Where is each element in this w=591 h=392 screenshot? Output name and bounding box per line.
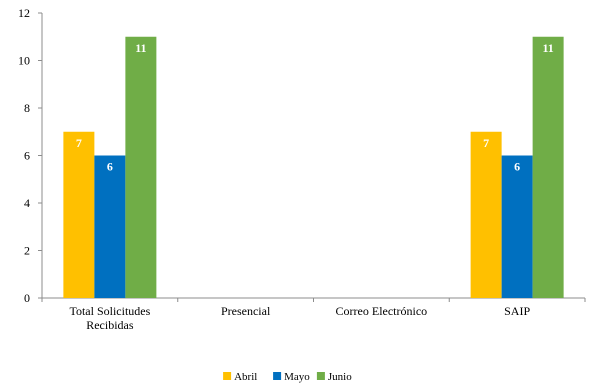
data-label: 7 [76,136,82,150]
bar-mayo [94,155,126,298]
y-tick-label: 0 [24,291,30,305]
data-label: 7 [483,136,489,150]
legend-swatch-mayo [273,372,282,380]
y-tick-label: 8 [24,101,30,115]
y-tick-label: 2 [24,244,30,258]
x-category-label: Total Solicitudes Recibidas [69,304,150,332]
chart-bars [63,36,564,298]
chart-legend: Abril Mayo Junio [223,371,352,383]
legend-label: Mayo [284,371,310,383]
bar-junio [125,36,157,298]
bar-abril [63,131,95,298]
legend-label: Junio [328,371,352,383]
y-tick-label: 6 [24,149,30,163]
x-category-label: SAIP [504,304,530,318]
data-label: 6 [107,160,113,174]
x-category-label: Presencial [221,304,271,318]
legend-swatch-junio [316,372,325,380]
y-tick-label: 10 [18,54,30,68]
legend-label: Abril [234,371,257,383]
y-tick-label: 4 [24,196,30,210]
data-label: 11 [542,41,553,55]
x-category-label: Correo Electrónico [336,304,428,318]
bar-junio [532,36,564,298]
legend-swatch-abril [223,372,232,380]
data-label: 6 [514,160,520,174]
y-tick-label: 12 [18,6,30,20]
bar-mayo [501,155,533,298]
bar-abril [470,131,502,298]
chart-labels: Total Solicitudes Recibidas 7 6 11 Presencial… [69,41,553,332]
data-label: 11 [135,41,146,55]
